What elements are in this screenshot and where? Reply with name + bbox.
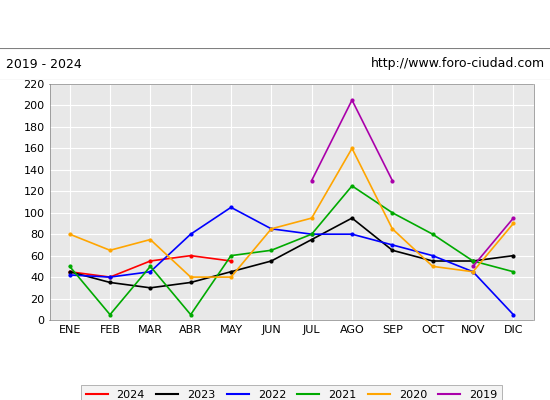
Text: Evolucion Nº Turistas Extranjeros en el municipio de Ourol: Evolucion Nº Turistas Extranjeros en el … <box>53 16 497 32</box>
Text: 2019 - 2024: 2019 - 2024 <box>6 58 81 70</box>
Legend: 2024, 2023, 2022, 2021, 2020, 2019: 2024, 2023, 2022, 2021, 2020, 2019 <box>81 385 502 400</box>
Text: http://www.foro-ciudad.com: http://www.foro-ciudad.com <box>370 58 544 70</box>
